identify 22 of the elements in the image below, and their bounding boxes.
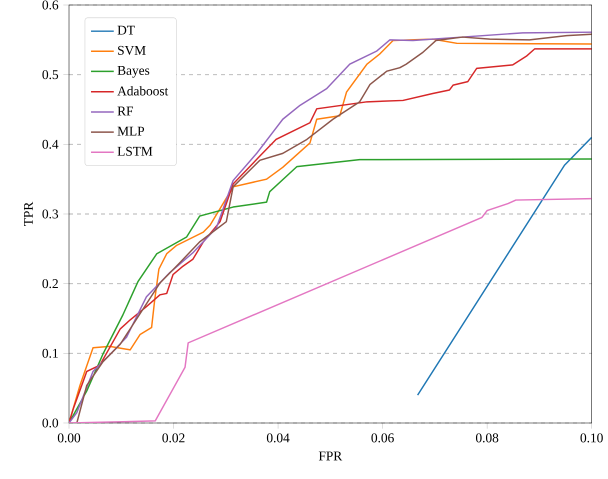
x-tick-label: 0.04 (266, 433, 290, 442)
legend-label: LSTM (118, 146, 152, 156)
y-tick-label: 0.3 (42, 209, 58, 219)
legend-label: MLP (118, 126, 144, 136)
x-axis-title: FPR (318, 452, 342, 460)
legend-label: Adaboost (117, 86, 168, 96)
legend-label: Bayes (118, 66, 150, 78)
y-tick-label: 0.6 (42, 0, 58, 10)
y-tick-label: 0.5 (42, 70, 58, 80)
y-tick-label: 0.2 (42, 279, 58, 288)
legend-label: DT (118, 26, 135, 35)
x-tick-label: 0.02 (162, 433, 184, 442)
x-tick-label: 0.00 (58, 433, 80, 442)
y-tick-label: 0.1 (42, 348, 58, 358)
x-tick-label: 0.06 (371, 433, 394, 442)
legend-label: RF (118, 106, 134, 116)
x-tick-label: 0.10 (580, 433, 603, 442)
y-axis-title: TPR (24, 202, 33, 226)
legend-label: SVM (118, 46, 146, 55)
y-tick-label: 0.0 (42, 418, 58, 428)
y-tick-label: 0.4 (42, 140, 58, 149)
x-tick-label: 0.08 (476, 433, 498, 442)
